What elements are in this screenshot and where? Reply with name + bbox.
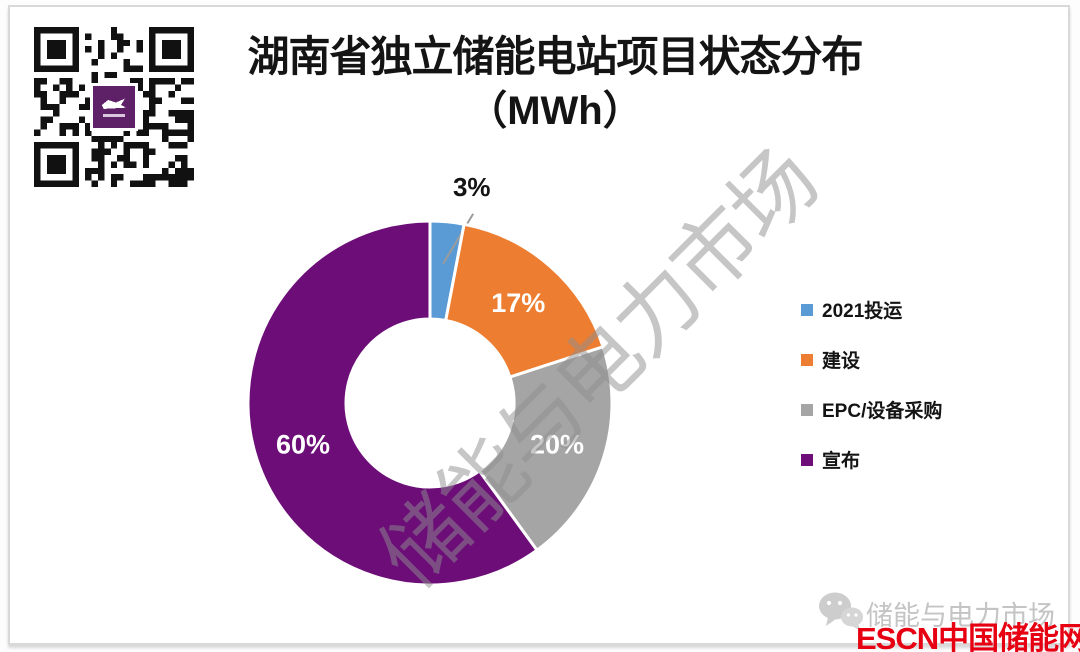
chart-title-block: 湖南省独立储能电站项目状态分布 （MWh） — [180, 33, 930, 133]
footer-watermark-text: 储能与电力市场 — [866, 601, 1055, 631]
chart-title: 湖南省独立储能电站项目状态分布 — [247, 33, 863, 80]
chart-card: 湖南省独立储能电站项目状态分布 （MWh） 3% 17% 20% 60% 储能与电力市… — [8, 5, 1080, 652]
legend-label: 建设 — [822, 351, 861, 372]
donut-chart: 3% 17% 20% 60% — [200, 167, 660, 627]
legend-label: 2021投运 — [822, 301, 903, 322]
legend-item: 建设 — [801, 348, 942, 372]
label-leader-line — [442, 213, 474, 265]
qr-code — [34, 27, 194, 187]
legend-label: 宣布 — [822, 451, 861, 472]
legend-item: EPC/设备采购 — [801, 398, 943, 422]
legend-item: 2021投运 — [801, 298, 942, 322]
slice-label: 17% — [491, 288, 545, 318]
chart-legend: 2021投运 建设 EPC/设备采购 宣布 — [801, 298, 942, 498]
escn-logo-text: ESCN中国储能网 — [856, 621, 1080, 652]
qr-center-logo — [90, 83, 138, 131]
legend-swatch-orange — [801, 353, 813, 366]
legend-swatch-purple — [801, 453, 813, 466]
donut-slice-EPC/设备采购 — [477, 345, 614, 552]
chart-subtitle: （MWh） — [467, 89, 643, 134]
donut-slice-建设 — [444, 222, 605, 379]
legend-swatch-blue — [801, 303, 813, 316]
legend-label: EPC/设备采购 — [822, 401, 943, 422]
slice-label: 20% — [530, 429, 584, 459]
slice-label: 60% — [276, 429, 330, 459]
legend-item: 宣布 — [801, 448, 942, 472]
legend-swatch-gray — [801, 403, 813, 416]
wechat-icon — [819, 592, 863, 631]
brand-footer: 储能与电力市场 ESCN中国储能网 — [816, 585, 1080, 652]
donut-slice-宣布 — [246, 219, 539, 587]
slice-label-outside: 3% — [453, 172, 491, 202]
